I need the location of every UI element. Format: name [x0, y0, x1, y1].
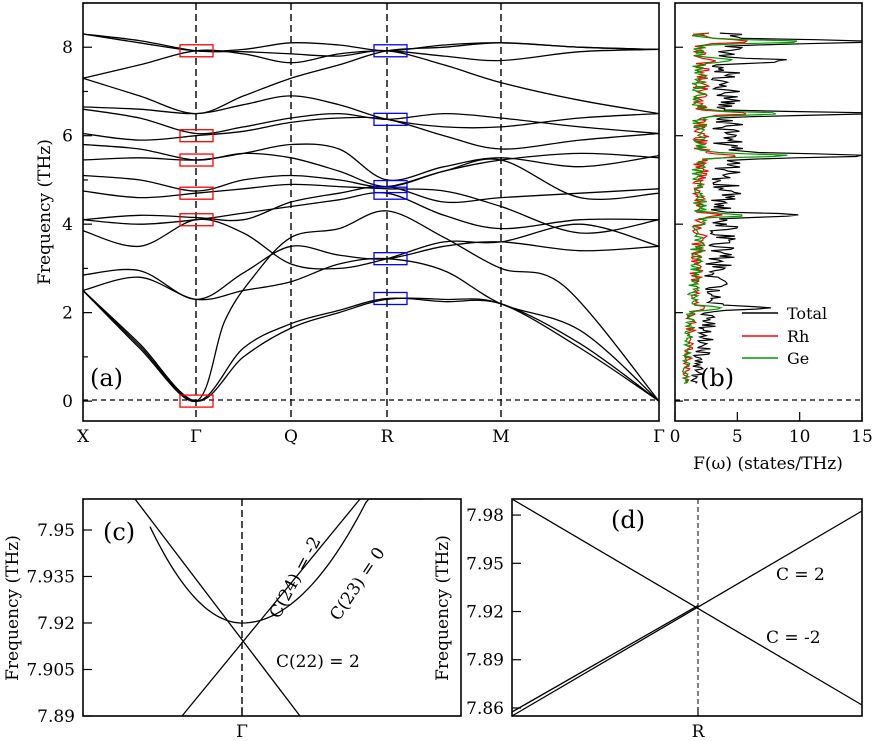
dos-x-tick-label: 5	[732, 427, 743, 447]
panel-a-band-structure: 0 2 4 6 8 X Γ Q R M Γ (a) Frequency (THz)	[35, 2, 665, 447]
y-tick-label: 4	[62, 215, 73, 235]
panel-d-axes: 7.86 7.89 7.92 7.95 7.98	[466, 506, 699, 719]
annotation-c-plus2: C = 2	[776, 565, 825, 585]
x-tick-label: Γ	[190, 427, 202, 447]
panel-c-y-tick-label: 7.935	[26, 568, 75, 588]
dos-x-tick-label: 15	[851, 427, 872, 447]
y-tick-label: 0	[62, 392, 73, 412]
panel-a-bands	[82, 33, 660, 402]
panel-b-axes: 0 5 10 15	[670, 46, 872, 447]
panel-d-label: (d)	[611, 506, 645, 534]
panel-c-y-tick-label: 7.95	[37, 521, 75, 541]
panel-d-y-tick-label: 7.95	[466, 554, 504, 574]
panel-d-y-tick-label: 7.86	[466, 699, 504, 719]
gamma-degeneracy-box	[179, 44, 214, 58]
gamma-degeneracy-box	[179, 213, 214, 227]
y-tick-label: 6	[62, 127, 73, 147]
panel-a-ylabel: Frequency (THz)	[35, 139, 55, 285]
panel-d-frame	[511, 498, 863, 717]
annotation-c-minus2: C = -2	[766, 628, 821, 648]
panel-b-curves	[681, 32, 863, 384]
band-line	[82, 290, 660, 402]
panel-a-frame	[82, 2, 660, 422]
y-tick-label: 2	[62, 304, 73, 324]
band-line	[82, 185, 660, 222]
panel-d-r-zoom: 7.86 7.89 7.92 7.95 7.98 (d) C = 2 C = -2 Fr…	[433, 498, 863, 741]
r-degeneracy-box	[373, 112, 408, 126]
band-line	[82, 33, 660, 52]
panel-d-xtick: R	[692, 722, 706, 741]
dos-total-curve	[689, 32, 863, 384]
r-degeneracy-box	[373, 179, 408, 194]
panel-c-gamma-zoom: 7.89 7.905 7.92 7.935 7.95 (c) C(24) = -2 C(…	[3, 498, 462, 741]
band-line	[82, 143, 660, 181]
x-tick-label: Q	[284, 427, 298, 447]
panel-a-label: (a)	[90, 364, 123, 392]
gamma-degeneracy-box	[179, 129, 214, 143]
panel-b-legend: Total Rh Ge	[742, 304, 827, 368]
band-line	[82, 143, 660, 188]
r-degeneracy-box	[373, 44, 408, 58]
band-c-line-1	[134, 498, 301, 717]
band-line	[82, 116, 660, 150]
gamma-degeneracy-box	[179, 153, 214, 167]
panel-d-y-tick-label: 7.98	[466, 506, 504, 526]
band-c-line-2	[181, 498, 361, 717]
annotation-c22: C(22) = 2	[276, 652, 360, 672]
band-line	[82, 95, 660, 129]
panel-d-bands	[511, 498, 863, 717]
panel-b-dos: 0 5 10 15 (b) F(ω) (states/THz) Total Rh Ge	[670, 2, 872, 474]
panel-c-label: (c)	[103, 518, 135, 546]
band-line	[82, 158, 660, 201]
panel-b-frame	[674, 2, 863, 422]
band-d-line-1	[511, 498, 863, 706]
dos-x-tick-label: 0	[670, 427, 681, 447]
band-line	[82, 183, 660, 234]
band-line	[82, 48, 660, 79]
legend-label-ge: Ge	[787, 349, 809, 368]
band-line	[82, 210, 660, 402]
annotation-c23: C(23) = 0	[326, 544, 389, 625]
band-line	[82, 241, 660, 301]
band-d-line-3	[511, 605, 699, 713]
x-tick-label: M	[492, 427, 509, 447]
y-tick-label: 8	[62, 38, 73, 58]
x-tick-label: R	[381, 427, 395, 447]
r-degeneracy-box	[373, 252, 408, 266]
panel-c-frame	[82, 498, 462, 717]
panel-c-xtick: Γ	[236, 722, 248, 741]
panel-d-ylabel: Frequency (THz)	[433, 535, 453, 681]
x-tick-label: Γ	[653, 427, 665, 447]
dos-ge-curve	[681, 32, 798, 384]
band-line	[82, 191, 660, 230]
band-line	[82, 108, 660, 135]
gamma-degeneracy-box	[179, 186, 214, 200]
panel-c-y-tick-label: 7.89	[37, 707, 75, 727]
panel-d-y-tick-label: 7.89	[466, 651, 504, 671]
gamma-degeneracy-box	[179, 394, 214, 408]
panel-c-y-tick-label: 7.92	[37, 614, 75, 634]
legend-label-total: Total	[787, 304, 827, 323]
annotation-c24: C(24) = -2	[266, 533, 326, 621]
panel-a-axes: 0 2 4 6 8 X Γ Q R M Γ	[62, 2, 665, 447]
panel-c-ylabel: Frequency (THz)	[3, 535, 23, 681]
dos-x-tick-label: 10	[789, 427, 811, 447]
band-line	[82, 290, 660, 402]
panel-c-y-tick-label: 7.905	[26, 661, 75, 681]
r-degeneracy-box	[373, 291, 408, 306]
panel-b-xlabel: F(ω) (states/THz)	[693, 454, 843, 474]
band-line	[82, 42, 660, 115]
panel-d-y-tick-label: 7.92	[466, 603, 504, 623]
panel-b-label: (b)	[700, 364, 734, 392]
band-d-line-2	[511, 510, 863, 717]
panel-c-axes: 7.89 7.905 7.92 7.935 7.95	[26, 521, 243, 727]
legend-label-rh: Rh	[787, 327, 809, 346]
panel-a-degeneracy-boxes	[179, 44, 408, 408]
band-line	[82, 218, 660, 270]
x-tick-label: X	[77, 427, 90, 447]
band-line	[82, 33, 660, 115]
dos-rh-curve	[681, 32, 749, 384]
